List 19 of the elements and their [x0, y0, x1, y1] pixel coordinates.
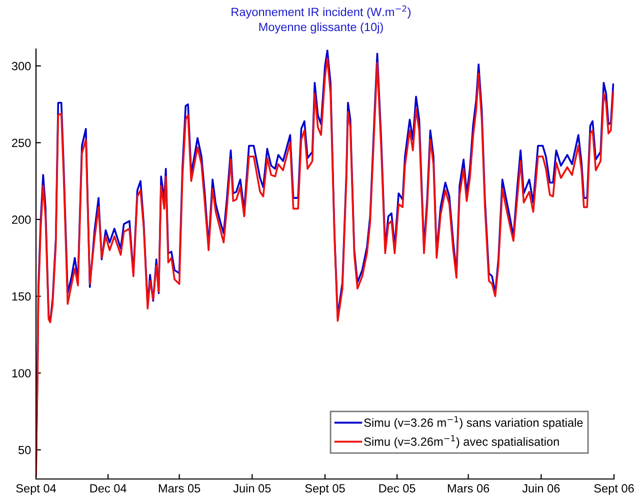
x-tick-label: Dec 04	[90, 484, 126, 493]
y-tick-label: 100	[12, 369, 31, 378]
y-tick-label: 300	[12, 62, 31, 70]
y-tick-label: 250	[12, 138, 31, 148]
x-tick-label: Juin 06	[522, 484, 560, 493]
x-tick-label: Mars 05	[158, 484, 200, 493]
chart-title: Rayonnement IR incident (W.m$^{−2}$)	[232, 5, 411, 18]
legend-label: Simu (v=3.26 m$^{−1}$) sans variation spatiale	[364, 416, 583, 430]
legend-label: Simu (v=3.26m$^{−1}$) avec spatialisation	[364, 435, 559, 448]
x-tick-label: Sept 05	[305, 484, 345, 495]
x-tick-label: Sept 04	[16, 484, 56, 495]
chart-subtitle: Moyenne glissante (10j)	[259, 22, 383, 34]
y-tick-label: 200	[12, 216, 31, 224]
x-tick-label: Dec 05	[379, 484, 416, 493]
x-tick-label: Sept 06	[594, 484, 634, 495]
x-tick-label: Juin 05	[233, 484, 271, 493]
y-tick-label: 150	[12, 292, 31, 301]
y-tick-label: 50	[18, 446, 31, 454]
x-tick-label: Mars 06	[448, 484, 490, 493]
